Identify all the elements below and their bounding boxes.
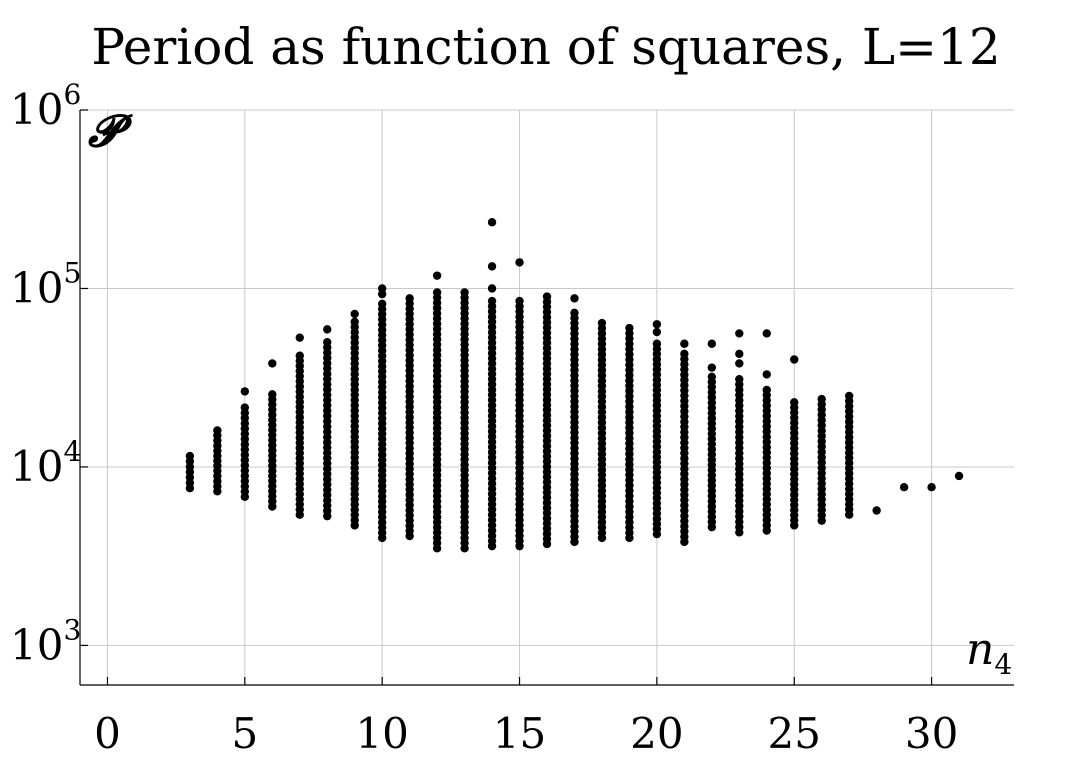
data-point (295, 510, 304, 519)
data-point (432, 544, 442, 553)
data-point (185, 484, 195, 493)
data-point-outlier (790, 355, 799, 364)
data-point-outlier (295, 333, 304, 342)
data-point-outlier (487, 284, 497, 293)
y-tick-label: 103 (10, 613, 81, 669)
data-point (460, 544, 469, 553)
data-point-outlier (652, 327, 662, 337)
data-point (405, 531, 414, 541)
data-point-outlier (735, 349, 744, 359)
data-point (817, 516, 826, 525)
data-point-outlier (515, 258, 524, 267)
chart-title: Period as function of squares, L=12 (91, 18, 1000, 76)
data-point (927, 482, 936, 492)
data-point-outlier (377, 284, 387, 293)
y-tick-label: 104 (10, 435, 81, 491)
x-tick-label: 10 (355, 709, 408, 758)
x-tick-label: 30 (905, 709, 958, 758)
data-point-outlier (762, 329, 771, 338)
data-point (323, 511, 332, 521)
y-tick-label: 105 (10, 256, 81, 312)
data-point-outlier (762, 370, 771, 379)
data-point (954, 471, 964, 481)
data-point-outlier (652, 320, 662, 329)
data-point-outlier (735, 329, 744, 338)
y-axis-label: 𝓟 (88, 106, 133, 157)
data-point-outlier (240, 387, 250, 396)
data-point (542, 539, 552, 549)
data-point-outlier (487, 262, 497, 271)
x-axis-label-subscript: 4 (994, 648, 1012, 681)
data-point-outlier (432, 271, 442, 280)
data-point (735, 528, 744, 537)
data-points (185, 218, 964, 553)
x-tick-label: 20 (630, 709, 683, 758)
data-point (377, 533, 387, 543)
data-point (350, 521, 359, 530)
data-point (872, 506, 881, 515)
data-point (487, 541, 497, 551)
data-point (515, 541, 524, 551)
x-tick-label: 5 (231, 709, 258, 758)
data-point (597, 533, 607, 543)
y-tick-labels: 103 104 105 106 (10, 78, 88, 669)
data-point (240, 492, 250, 502)
data-point-outlier (323, 325, 332, 334)
x-axis-label-main: n (966, 624, 994, 675)
x-tick-label: 25 (768, 709, 821, 758)
data-point (680, 537, 689, 547)
data-point (213, 487, 222, 496)
data-point-outlier (707, 363, 717, 372)
data-point (652, 529, 662, 539)
data-point-outlier (570, 294, 579, 303)
data-point-outlier (680, 339, 689, 348)
y-tick-label: 106 (10, 78, 81, 134)
data-point (790, 521, 799, 530)
data-point-outlier (268, 359, 277, 368)
data-point (762, 526, 771, 535)
data-point (570, 537, 579, 547)
data-point (844, 510, 854, 519)
data-point (707, 522, 717, 532)
x-tick-label: 0 (94, 709, 121, 758)
x-axis-label: n4 (966, 624, 1012, 681)
data-point (268, 502, 277, 511)
data-point-outlier (735, 359, 744, 368)
data-point (625, 533, 634, 543)
data-point-outlier (707, 339, 717, 348)
x-tick-labels: 0 5 10 15 20 25 30 (94, 677, 958, 758)
data-point-outlier (350, 309, 359, 319)
x-tick-label: 15 (493, 709, 546, 758)
data-point (899, 482, 909, 492)
data-point-outlier (487, 218, 497, 227)
